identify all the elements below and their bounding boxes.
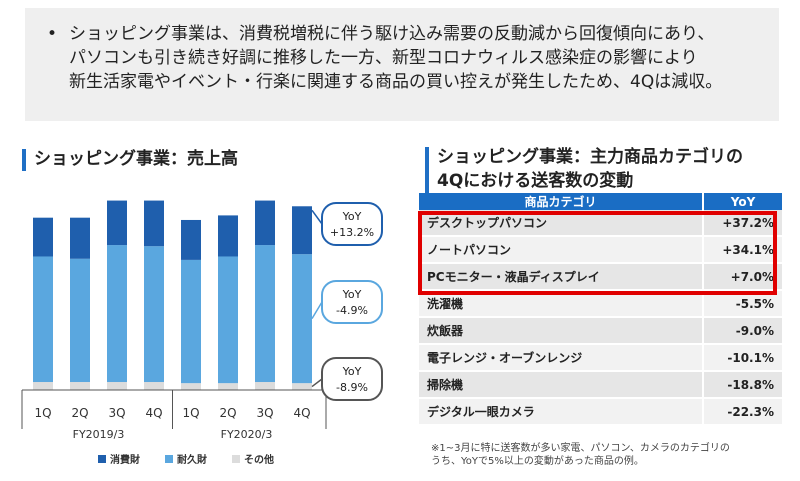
x-tick-label: 1Q (182, 406, 199, 420)
category-cell: 洗濯機 (419, 290, 703, 318)
yoy-callout-box (321, 357, 383, 401)
x-tick-label: 3Q (256, 406, 273, 420)
bar-consumables (181, 219, 201, 260)
group-label: FY2019/3 (73, 428, 125, 441)
legend-swatch-other (232, 455, 240, 463)
bar-consumables (107, 200, 127, 246)
bar-other (292, 383, 312, 390)
legend-label: 消費財 (110, 453, 140, 466)
sales-section-title: ショッピング事業：売上高 (22, 147, 238, 171)
yoy-callout-value: -8.9% (336, 381, 368, 394)
yoy-cell: +34.1% (702, 236, 782, 264)
yoy-callout-title: YoY (342, 365, 362, 378)
x-tick-label: 1Q (34, 406, 51, 420)
category-cell: デスクトップパソコン (419, 210, 703, 237)
summary-line: ショッピング事業は、消費税増税に伴う駆け込み需要の反動減から回復傾向にあり、 (69, 24, 715, 44)
bar-consumables (33, 217, 53, 257)
bar-other (107, 382, 127, 390)
callout-leader (311, 209, 323, 225)
legend-swatch-durables (165, 455, 173, 463)
bar-durables (218, 256, 238, 384)
table-row: デジタル一眼カメラ -22.3% (419, 398, 782, 426)
footnote: ※1~3月に特に送客数が多い家電、パソコン、カメラのカテゴリの うち、YoYで5… (431, 442, 730, 468)
x-tick-label: 2Q (219, 406, 236, 420)
x-tick-label: 4Q (293, 406, 310, 420)
legend-swatch-consumables (98, 455, 106, 463)
table-row: ノートパソコン +34.1% (419, 236, 782, 264)
bar-other (33, 382, 53, 390)
yoy-callout-box (321, 280, 383, 324)
yoy-cell: -5.5% (702, 290, 782, 318)
bar-other (181, 383, 201, 390)
yoy-cell: +7.0% (702, 263, 782, 291)
category-cell: 電子レンジ・オーブンレンジ (419, 344, 703, 372)
bar-other (218, 383, 238, 390)
bar-consumables (144, 200, 164, 247)
column-header-category: 商品カテゴリ (419, 193, 703, 210)
bar-durables (107, 245, 127, 383)
bar-consumables (292, 206, 312, 255)
yoy-cell: -18.8% (702, 371, 782, 399)
category-cell: デジタル一眼カメラ (419, 398, 703, 426)
table-row: デスクトップパソコン +37.2% (419, 210, 782, 237)
table-row: 炊飯器 -9.0% (419, 317, 782, 345)
table-row: 洗濯機 -5.5% (419, 290, 782, 318)
column-header-yoy: YoY (702, 193, 782, 210)
yoy-callout-title: YoY (342, 210, 362, 223)
legend-label: 耐久財 (177, 453, 207, 466)
bar-other (70, 382, 90, 390)
yoy-cell: +37.2% (702, 210, 782, 237)
summary-line: パソコンも引き続き好調に推移した一方、新型コロナウィルス感染症の影響により (69, 48, 698, 68)
callout-leader (311, 378, 323, 388)
category-cell: PCモニター・液晶ディスプレイ (419, 263, 703, 291)
category-yoy-table: 商品カテゴリ YoY デスクトップパソコン +37.2% ノートパソコン +34.1… (419, 193, 782, 426)
bar-consumables (255, 200, 275, 246)
bar-durables (144, 246, 164, 383)
bar-durables (70, 258, 90, 383)
yoy-callout-box (321, 202, 383, 246)
table-row: 電子レンジ・オーブンレンジ -10.1% (419, 344, 782, 372)
group-label: FY2020/3 (221, 428, 273, 441)
yoy-cell: -22.3% (702, 398, 782, 426)
yoy-cell: -10.1% (702, 344, 782, 372)
footnote-line: ※1~3月に特に送客数が多い家電、パソコン、カメラのカテゴリの (431, 443, 730, 454)
legend-label: その他 (244, 453, 274, 466)
category-section-title-line: ショッピング事業：主力商品カテゴリの (437, 147, 743, 167)
category-section-title-line: 4Qにおける送客数の変動 (437, 171, 634, 191)
bar-consumables (70, 217, 90, 259)
yoy-callout-value: -4.9% (336, 304, 368, 317)
category-cell: 炊飯器 (419, 317, 703, 345)
bar-other (255, 382, 275, 390)
footnote-line: うち、YoYで5%以上の変動があった商品の例。 (431, 456, 644, 467)
bar-other (144, 382, 164, 390)
summary-box: • ショッピング事業は、消費税増税に伴う駆け込み需要の反動減から回復傾向にあり、… (25, 8, 779, 121)
callout-leader (311, 301, 323, 320)
bar-durables (255, 245, 275, 383)
x-tick-label: 3Q (108, 406, 125, 420)
yoy-callout-title: YoY (342, 288, 362, 301)
x-tick-label: 2Q (71, 406, 88, 420)
table-row: 掃除機 -18.8% (419, 371, 782, 399)
title-accent-bar (22, 149, 26, 171)
bar-consumables (218, 215, 238, 257)
bar-durables (33, 256, 53, 383)
bar-durables (292, 254, 312, 384)
summary-line: 新生活家電やイベント・行楽に関連する商品の買い控えが発生したため、4Qは減収。 (69, 72, 723, 92)
bar-durables (181, 259, 201, 384)
table-header-row: 商品カテゴリ YoY (419, 193, 782, 210)
sales-stacked-bar-chart: 1Q 2Q 3Q 4Q 1Q 2Q 3Q 4Q FY2019/3 FY2020/3 消費財 耐久財 その… (21, 200, 383, 466)
yoy-callout-value: +13.2% (330, 226, 374, 239)
summary-bullet: • (47, 24, 58, 44)
category-section-title: ショッピング事業：主力商品カテゴリの 4Qにおける送客数の変動 (425, 145, 743, 193)
title-accent-bar (425, 147, 429, 193)
yoy-cell: -9.0% (702, 317, 782, 345)
category-cell: 掃除機 (419, 371, 703, 399)
sales-section-title-text: ショッピング事業：売上高 (34, 149, 238, 169)
table-row: PCモニター・液晶ディスプレイ +7.0% (419, 263, 782, 291)
x-tick-label: 4Q (145, 406, 162, 420)
category-cell: ノートパソコン (419, 236, 703, 264)
